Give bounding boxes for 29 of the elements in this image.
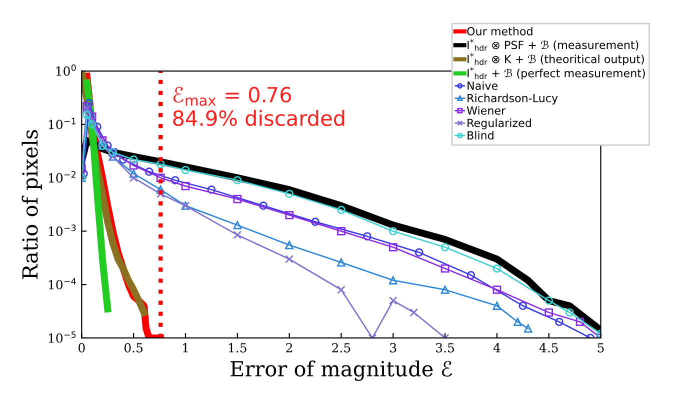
y-axis-title: Ratio of pixels xyxy=(22,130,42,279)
legend-label: I$^{*}$$_{hdr}$ + ℬ (perfect measurement) xyxy=(468,67,645,80)
legend-label: Wiener xyxy=(466,106,506,115)
x-axis-title: Error of magnitude ℰ xyxy=(230,360,452,381)
legend-label: I$^{*}$$_{hdr}$ ⊗ PSF + ℬ (measurement) xyxy=(468,38,638,51)
x-tick-label: 4.5 xyxy=(539,343,558,352)
annotation: ℰ$_{max}$ = 0.76 84.9% discarded xyxy=(173,86,344,126)
legend-label: Richardson-Lucy xyxy=(468,94,558,104)
y-tick-label: 10$^{−2}$ xyxy=(48,171,76,183)
x-tick-label: 5 xyxy=(598,343,604,352)
y-tick-label: 10$^{−5}$ xyxy=(48,331,76,343)
y-tick-label: 10$^{−3}$ xyxy=(48,224,76,236)
legend-label: Naive xyxy=(468,81,498,90)
y-tick-label: 10$^{−1}$ xyxy=(48,118,76,130)
x-tick-label: 0 xyxy=(78,343,85,352)
x-tick-label: 2.5 xyxy=(332,343,350,352)
legend-label: I$^{*}$$_{hdr}$ ⊗ K + ℬ (theoritical output) xyxy=(468,53,644,66)
x-tick-label: 3 xyxy=(390,343,396,352)
y-tick-label: 10$^{0}$ xyxy=(56,64,76,76)
x-tick-label: 3.5 xyxy=(436,343,454,352)
x-tick-label: 1.5 xyxy=(228,343,246,352)
legend-label: Regularized xyxy=(468,118,531,130)
legend-label: Our method xyxy=(467,26,532,36)
x-tick-label: 0.5 xyxy=(124,343,143,352)
x-tick-label: 4 xyxy=(493,343,500,352)
x-tick-label: 1 xyxy=(183,343,188,352)
x-tick-label: 2 xyxy=(286,343,292,352)
legend-label: Blind xyxy=(468,130,494,140)
y-tick-label: 10$^{−4}$ xyxy=(48,278,76,290)
